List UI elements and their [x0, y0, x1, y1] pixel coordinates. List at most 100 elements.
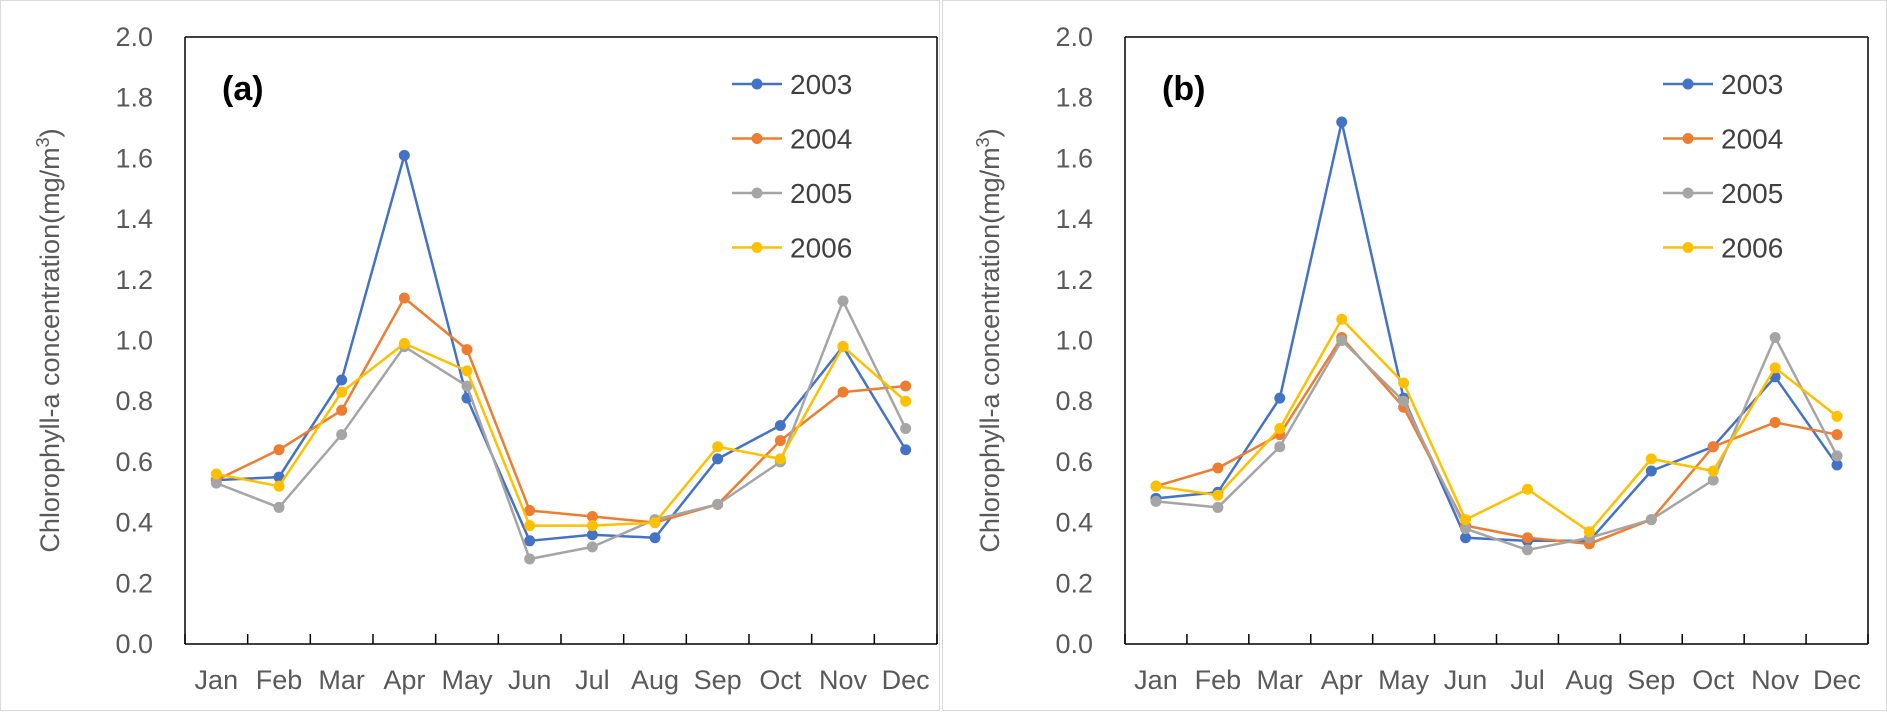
data-point-2006 — [398, 338, 410, 350]
data-point-2003 — [586, 529, 598, 541]
data-point-2003 — [774, 419, 786, 431]
data-point-2004 — [336, 404, 348, 416]
chart-panel-b: 0.0 0.2 0.4 0.6 0.8 1.0 1.2 1.4 1.6 1.8 2.0 Jan Feb M… — [942, 0, 1887, 711]
legend-marker-2005 — [1682, 187, 1694, 199]
legend-label: 2005 — [790, 178, 852, 209]
data-point-2003 — [649, 532, 661, 544]
data-point-2003 — [1460, 532, 1472, 544]
data-point-2004 — [1831, 429, 1843, 441]
data-point-2004 — [273, 444, 285, 456]
data-point-2004 — [586, 511, 598, 523]
data-point-2004 — [774, 435, 786, 447]
data-point-2006 — [1583, 526, 1595, 538]
data-point-2003 — [1645, 465, 1657, 477]
data-point-2006 — [1707, 465, 1719, 477]
data-point-2005 — [273, 501, 285, 513]
y-axis-title: Chlorophyll-a concentration(mg/m3) — [33, 128, 65, 552]
series-line-2003 — [216, 154, 907, 543]
x-tick-label: Jan — [1134, 665, 1178, 695]
legend-marker-2005 — [751, 187, 763, 199]
data-point-2005 — [336, 429, 348, 441]
data-point-2006 — [712, 441, 724, 453]
data-point-2006 — [649, 517, 661, 529]
y-tick-label: 1.0 — [115, 326, 153, 356]
data-point-2006 — [900, 395, 912, 407]
data-point-2005 — [586, 541, 598, 553]
y-tick-label: 0.0 — [1055, 629, 1093, 659]
line-chart-a: 0.0 0.2 0.4 0.6 0.8 1.0 1.2 1.4 1.6 1.8 2.0 Jan Feb M… — [33, 22, 938, 695]
y-tick-label: 1.4 — [1055, 204, 1093, 234]
data-point-2006 — [1645, 453, 1657, 465]
data-point-2003 — [398, 149, 410, 161]
y-tick-label: 0.6 — [1055, 447, 1093, 477]
x-tick-label: Nov — [819, 665, 868, 695]
data-point-2006 — [1460, 514, 1472, 526]
data-point-2003 — [1336, 116, 1348, 128]
data-point-2006 — [273, 480, 285, 492]
legend-label: 2003 — [1721, 69, 1783, 100]
legend-marker-2004 — [1682, 133, 1694, 144]
data-point-2004 — [398, 292, 410, 304]
data-point-2006 — [1150, 480, 1162, 492]
x-tick-label: Oct — [1692, 665, 1735, 695]
data-point-2003 — [524, 535, 536, 547]
data-point-2006 — [210, 468, 222, 480]
data-point-2004 — [1707, 441, 1719, 453]
x-tick-label: Mar — [1257, 665, 1304, 695]
y-tick-label: 0.2 — [115, 568, 153, 598]
panel-label: (b) — [1162, 70, 1205, 108]
data-point-2005 — [1274, 441, 1286, 453]
legend-label: 2004 — [1721, 124, 1783, 155]
y-tick-label: 2.0 — [1055, 22, 1093, 52]
series-line-2006 — [1155, 318, 1838, 533]
y-tick-label: 0.0 — [115, 629, 153, 659]
data-point-2006 — [586, 520, 598, 532]
data-point-2005 — [461, 380, 473, 392]
data-point-2006 — [1274, 423, 1286, 435]
x-tick-label: May — [441, 665, 493, 695]
legend-label: 2005 — [1721, 178, 1783, 209]
data-point-2005 — [524, 553, 536, 565]
x-tick-label: Dec — [882, 665, 930, 695]
data-point-2005 — [1460, 523, 1472, 535]
data-point-2005 — [1769, 331, 1781, 343]
legend-label: 2004 — [790, 124, 852, 155]
legend-marker-2004 — [751, 133, 763, 144]
data-point-2006 — [1521, 483, 1533, 495]
data-point-2005 — [1398, 395, 1410, 407]
x-tick-label: Dec — [1813, 665, 1861, 695]
x-tick-label: Apr — [383, 665, 425, 695]
y-tick-label: 1.8 — [115, 83, 153, 113]
data-point-2005 — [210, 477, 222, 489]
x-tick-label: Sep — [1627, 665, 1675, 695]
data-point-2004 — [837, 386, 849, 398]
data-point-2006 — [461, 365, 473, 377]
y-tick-label: 0.4 — [1055, 508, 1093, 538]
x-tick-label: Feb — [1195, 665, 1242, 695]
x-tick-label: Oct — [759, 665, 802, 695]
x-tick-label: Jun — [508, 665, 552, 695]
y-tick-label: 1.6 — [115, 143, 153, 173]
y-tick-label: 1.4 — [115, 204, 153, 234]
data-point-2004 — [1769, 416, 1781, 428]
data-point-2003 — [900, 444, 912, 456]
data-point-2003 — [1831, 459, 1843, 471]
y-tick-label: 2.0 — [115, 22, 153, 52]
data-point-2004 — [1212, 462, 1224, 474]
x-tick-label: May — [1378, 665, 1430, 695]
x-tick-label: Mar — [318, 665, 365, 695]
data-point-2006 — [1398, 377, 1410, 389]
legend-marker-2006 — [751, 242, 763, 253]
data-point-2005 — [837, 295, 849, 307]
y-tick-label: 1.2 — [1055, 265, 1093, 295]
legend-marker-2003 — [751, 78, 763, 90]
x-tick-label: Jun — [1444, 665, 1488, 695]
x-tick-label: Aug — [631, 665, 679, 695]
line-chart-b: 0.0 0.2 0.4 0.6 0.8 1.0 1.2 1.4 1.6 1.8 2.0 Jan Feb M… — [973, 22, 1869, 695]
data-point-2006 — [1831, 410, 1843, 422]
series-line-2005 — [1155, 336, 1839, 552]
data-point-2003 — [712, 453, 724, 465]
data-point-2004 — [900, 380, 912, 392]
data-point-2005 — [1212, 501, 1224, 513]
legend-marker-2003 — [1682, 78, 1694, 90]
